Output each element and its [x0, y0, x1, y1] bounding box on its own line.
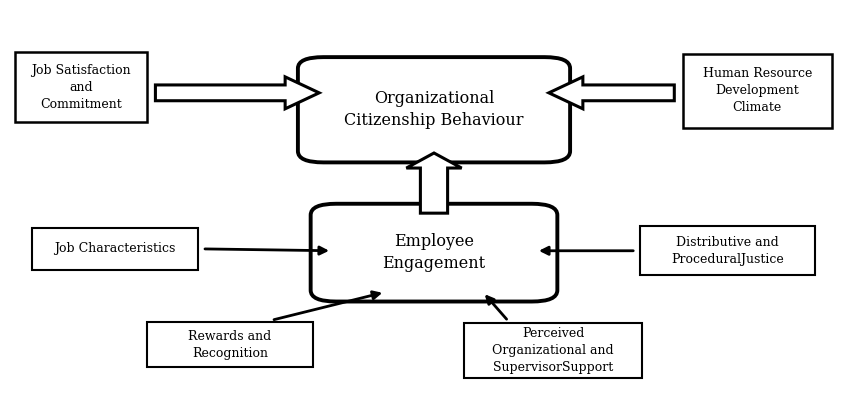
Text: Organizational
Citizenship Behaviour: Organizational Citizenship Behaviour — [345, 90, 523, 129]
FancyArrow shape — [549, 77, 674, 109]
Bar — [683, 54, 832, 128]
Bar — [15, 52, 147, 122]
Bar — [464, 323, 642, 378]
Text: Human Resource
Development
Climate: Human Resource Development Climate — [702, 68, 812, 114]
FancyArrow shape — [406, 153, 462, 213]
Text: Rewards and
Recognition: Rewards and Recognition — [188, 330, 272, 360]
FancyBboxPatch shape — [298, 57, 570, 162]
Text: Distributive and
ProceduralJustice: Distributive and ProceduralJustice — [671, 236, 784, 266]
Bar — [32, 228, 198, 270]
Text: Job Characteristics: Job Characteristics — [55, 242, 175, 255]
Bar — [147, 322, 312, 367]
FancyArrow shape — [155, 77, 319, 109]
Bar — [641, 226, 815, 275]
Text: Employee
Engagement: Employee Engagement — [383, 233, 485, 272]
Text: Job Satisfaction
and
Commitment: Job Satisfaction and Commitment — [31, 64, 131, 111]
FancyBboxPatch shape — [311, 204, 557, 302]
Text: Perceived
Organizational and
SupervisorSupport: Perceived Organizational and SupervisorS… — [492, 327, 614, 374]
